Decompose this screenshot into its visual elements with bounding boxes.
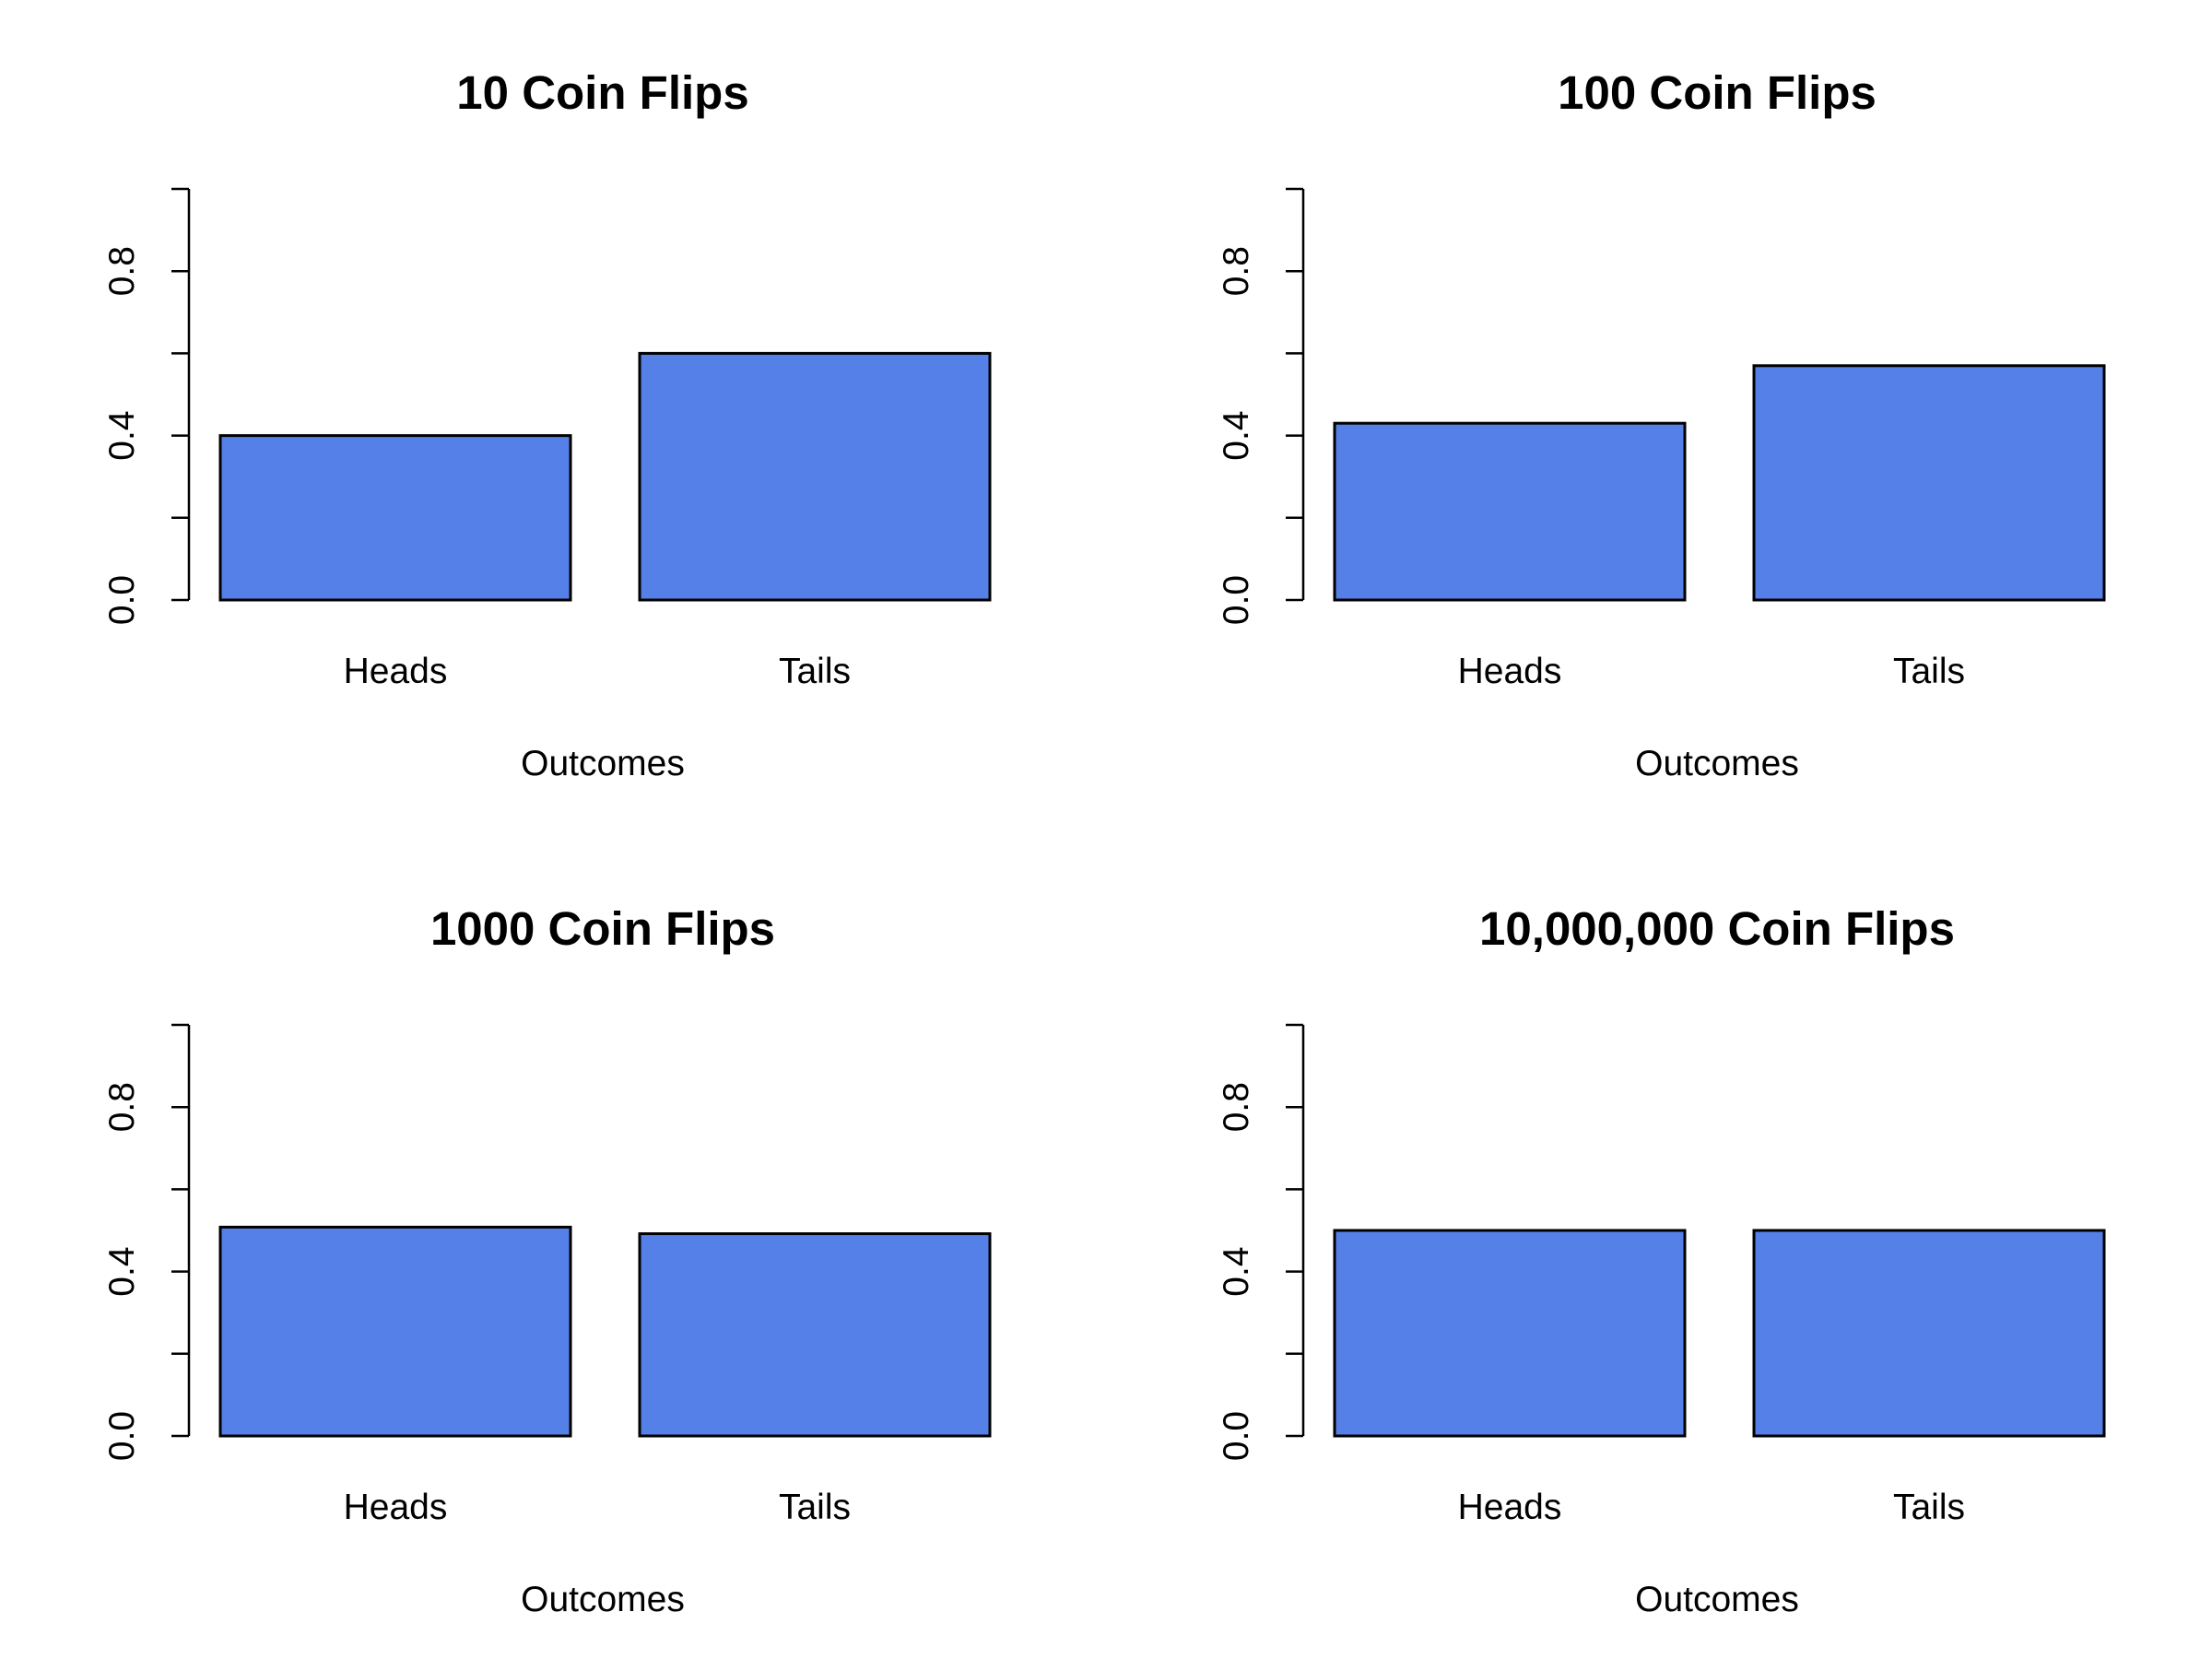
category-label: Heads	[344, 652, 448, 691]
panel-title: 1000 Coin Flips	[430, 902, 775, 955]
category-label: Heads	[1458, 652, 1562, 691]
y-tick-label: 0.0	[102, 575, 142, 625]
bar-tails	[638, 1232, 992, 1438]
y-tick-label: 0.8	[1217, 1082, 1256, 1132]
y-tick-label: 0.4	[102, 410, 142, 460]
y-tick-label: 0.8	[102, 1082, 142, 1132]
category-label: Tails	[779, 1488, 851, 1527]
panel-title: 100 Coin Flips	[1558, 66, 1877, 119]
bar-tails	[638, 351, 992, 602]
bar-tails	[1752, 1229, 2106, 1438]
panel-10-flips: 10 Coin Flips 0.0 0.4 0.8 Heads Tails Outcom…	[102, 66, 992, 783]
y-tick-label: 0.0	[1217, 575, 1256, 625]
category-label: Tails	[1893, 1488, 1965, 1527]
category-label: Tails	[779, 652, 851, 691]
bar-heads	[1333, 1229, 1687, 1438]
x-axis-label: Outcomes	[1635, 1580, 1799, 1619]
y-tick-label: 0.8	[1217, 246, 1256, 296]
x-axis-label: Outcomes	[521, 744, 685, 783]
y-tick-label: 0.0	[102, 1411, 142, 1461]
y-tick-label: 0.4	[1217, 1246, 1256, 1296]
panel-title: 10 Coin Flips	[456, 66, 748, 119]
plot-area: 0.0 0.4 0.8 Heads Tails	[102, 1023, 992, 1527]
category-label: Heads	[1458, 1488, 1562, 1527]
bar-heads	[218, 434, 572, 602]
category-label: Tails	[1893, 652, 1965, 691]
panel-10000000-flips: 10,000,000 Coin Flips 0.0 0.4 0.8 Heads Tail…	[1217, 902, 2106, 1619]
category-label: Heads	[344, 1488, 448, 1527]
panel-title: 10,000,000 Coin Flips	[1479, 902, 1955, 955]
plot-area: 0.0 0.4 0.8 Heads Tails	[102, 187, 992, 691]
y-tick-label: 0.4	[1217, 410, 1256, 460]
y-tick-label: 0.8	[102, 246, 142, 296]
y-tick-label: 0.0	[1217, 1411, 1256, 1461]
bar-heads	[1333, 421, 1687, 602]
plot-area: 0.0 0.4 0.8 Heads Tails	[1217, 1023, 2106, 1527]
plot-area: 0.0 0.4 0.8 Heads Tails	[1217, 187, 2106, 691]
x-axis-label: Outcomes	[1635, 744, 1799, 783]
bar-heads	[218, 1225, 572, 1438]
y-tick-label: 0.4	[102, 1246, 142, 1296]
panel-100-flips: 100 Coin Flips 0.0 0.4 0.8 Heads Tails Outco…	[1217, 66, 2106, 783]
bar-tails	[1752, 364, 2106, 602]
x-axis-label: Outcomes	[521, 1580, 685, 1619]
panel-1000-flips: 1000 Coin Flips 0.0 0.4 0.8 Heads Tails Outc…	[102, 902, 992, 1619]
